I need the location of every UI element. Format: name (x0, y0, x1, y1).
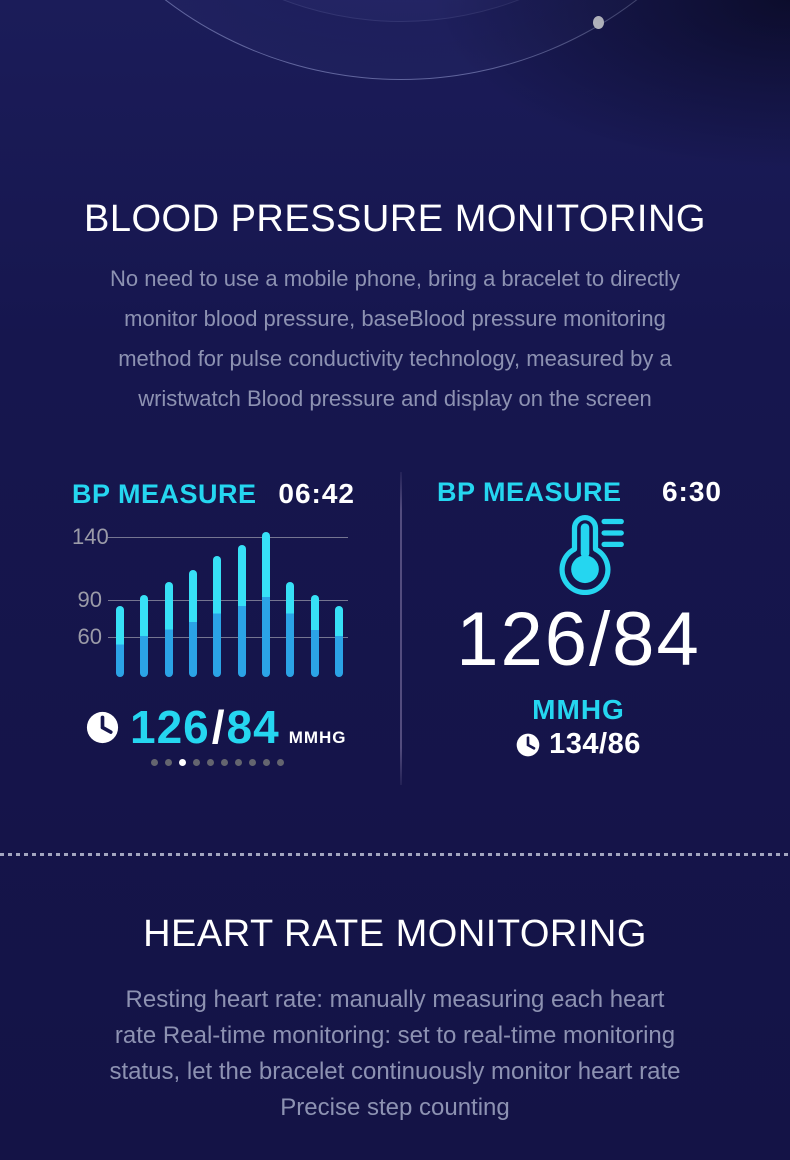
pager-dot (263, 759, 270, 766)
clock-icon (86, 711, 119, 743)
right-watch-header: BP MEASURE 6:30 (437, 476, 722, 508)
bp-unit: MMHG (532, 694, 625, 725)
chart-gridline (108, 537, 348, 538)
chart-bar (116, 605, 124, 678)
chart-ytick-label: 140 (72, 524, 109, 549)
pager-dot (221, 759, 228, 766)
bp-history-value: 134/86 (549, 728, 641, 760)
left-watch-screen: BP MEASURE 06:42 140 90 60 126 / 84 MMHG (0, 460, 400, 795)
chart-bar (164, 582, 173, 677)
bp-measure-label: BP MEASURE (72, 479, 257, 509)
right-watch-screen: BP MEASURE 6:30 126/84 MMHG 134/86 (412, 460, 745, 795)
bp-section-description: No need to use a mobile phone, bring a b… (110, 266, 680, 411)
chart-bar (140, 594, 149, 677)
pager-dot (151, 759, 158, 766)
pager-dot (193, 759, 200, 766)
watch-time: 6:30 (661, 476, 722, 507)
bp-history-row: 134/86 (412, 728, 745, 761)
chart-bar (262, 532, 270, 677)
bp-reading-row: 126 / 84 MMHG (86, 700, 347, 754)
clock-icon (516, 733, 540, 756)
chart-gridline (108, 599, 348, 601)
bp-bar-chart: 140 90 60 (72, 524, 357, 678)
thermometer-icon (559, 515, 624, 595)
chart-bar (310, 594, 319, 677)
reading-unit: MMHG (288, 728, 347, 747)
pager-dot-active (179, 759, 186, 766)
left-watch-header: BP MEASURE 06:42 (72, 478, 355, 510)
panel-divider (400, 472, 402, 785)
pager-dot (165, 759, 172, 766)
chart-gridline (108, 637, 348, 638)
pager-dot (235, 759, 242, 766)
chart-bar (189, 569, 197, 677)
chart-bar (213, 555, 222, 678)
diastolic-value: 84 (226, 701, 280, 753)
chart-bar (335, 605, 343, 678)
pager-dot (277, 759, 284, 766)
pager-dot (207, 759, 214, 766)
pager-dot (249, 759, 256, 766)
bp-measure-label: BP MEASURE (437, 477, 622, 507)
hr-section-description: Resting heart rate: manually measuring e… (109, 986, 681, 1121)
reading-separator: / (211, 701, 225, 753)
chart-ytick-label: 90 (77, 586, 102, 612)
section-divider (0, 853, 790, 856)
corner-vignette (430, 0, 790, 170)
chart-bar (286, 582, 295, 677)
pager-dots (151, 759, 284, 766)
bp-section-title: BLOOD PRESSURE MONITORING (83, 198, 706, 240)
watch-time: 06:42 (278, 478, 355, 509)
hr-section-title: HEART RATE MONITORING (143, 913, 647, 955)
bp-value-large: 126/84 (456, 597, 701, 682)
chart-bar (237, 544, 246, 677)
systolic-value: 126 (130, 701, 210, 753)
chart-ytick-label: 60 (77, 624, 102, 649)
